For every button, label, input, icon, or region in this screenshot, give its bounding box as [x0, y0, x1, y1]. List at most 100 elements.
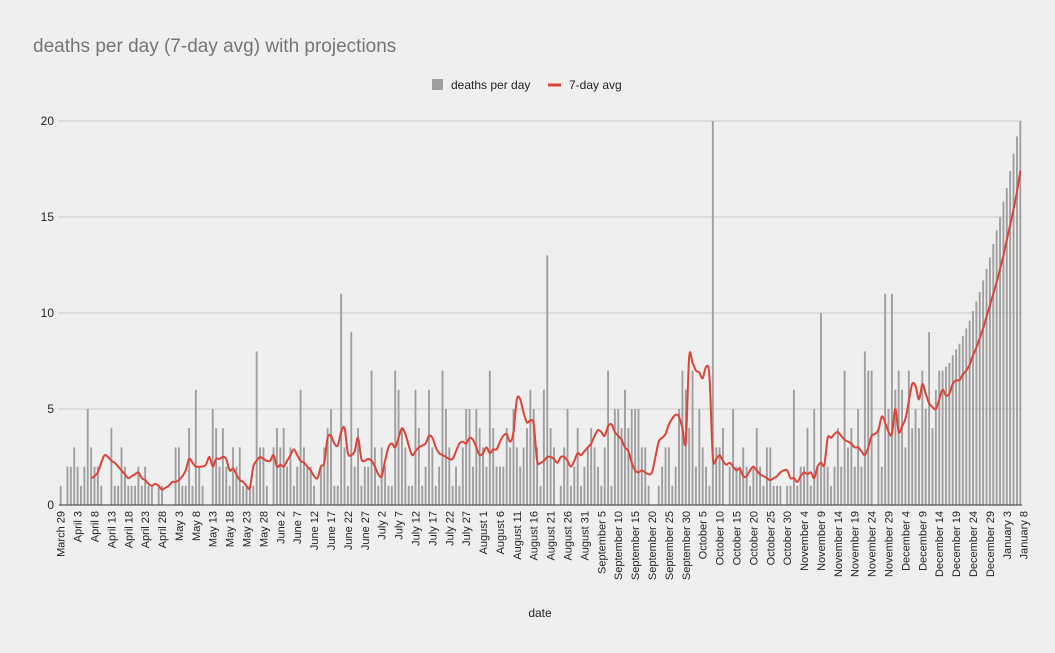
bar	[607, 370, 610, 505]
bar	[211, 409, 214, 505]
bar	[471, 466, 474, 505]
bar	[350, 332, 353, 505]
bar	[242, 485, 245, 505]
bar	[218, 466, 221, 505]
bar	[526, 428, 528, 505]
bar	[857, 409, 860, 505]
bar	[999, 217, 1001, 505]
bar	[678, 409, 680, 505]
x-tick-label: October 15	[731, 511, 743, 565]
x-tick-label: August 26	[563, 511, 575, 561]
bar	[401, 428, 403, 505]
x-tick-label: June 27	[360, 511, 372, 550]
x-tick-label: April 28	[157, 511, 169, 548]
bar	[860, 466, 863, 505]
bar	[826, 466, 829, 505]
bar	[93, 466, 96, 505]
bar	[225, 466, 228, 505]
bar	[549, 428, 552, 505]
bar	[921, 370, 924, 505]
x-axis-ticks: March 29 April 3 April 8 April 13 April 18 Ap…	[56, 511, 1031, 580]
bar	[958, 343, 961, 505]
bar	[262, 447, 265, 505]
x-tick-label: December 9	[917, 511, 929, 571]
bar	[796, 485, 799, 505]
bar	[728, 466, 731, 505]
bar	[836, 428, 839, 505]
y-tick-label: 20	[41, 114, 55, 128]
bar	[890, 293, 893, 505]
bar	[715, 447, 718, 505]
bar	[303, 447, 305, 505]
bar	[863, 351, 866, 505]
bar	[698, 409, 701, 505]
x-tick-label: December 14	[934, 511, 946, 577]
bar	[161, 485, 163, 505]
bar	[515, 447, 518, 505]
bar	[948, 362, 951, 505]
bar	[924, 409, 927, 505]
bar	[955, 349, 958, 505]
x-tick-label: August 31	[579, 511, 591, 561]
bar	[722, 428, 724, 505]
x-tick-label: November 9	[816, 511, 828, 571]
bar	[374, 447, 376, 505]
bar	[809, 485, 812, 505]
bar	[590, 428, 593, 505]
bar	[144, 466, 147, 505]
bar	[73, 447, 76, 505]
bar	[232, 447, 234, 505]
bar	[238, 447, 241, 505]
bar	[752, 466, 755, 505]
bar	[292, 485, 295, 505]
bar	[86, 409, 89, 505]
bar	[931, 428, 934, 505]
x-tick-label: November 4	[799, 511, 811, 571]
bar	[367, 466, 370, 505]
bar	[421, 485, 424, 505]
bar	[664, 447, 667, 505]
bar	[286, 466, 289, 505]
x-tick-label: October 30	[782, 511, 794, 565]
bar	[708, 485, 711, 505]
bar	[897, 370, 900, 505]
x-tick-label: August 16	[529, 511, 541, 561]
bar	[627, 428, 630, 505]
bar	[820, 313, 822, 505]
y-tick-label: 5	[47, 402, 54, 416]
bar	[235, 466, 238, 505]
bar	[330, 409, 332, 505]
bar	[363, 466, 366, 505]
bar	[688, 428, 691, 505]
x-tick-label: August 6	[495, 511, 507, 554]
bar	[390, 485, 393, 505]
bar	[502, 466, 505, 505]
bar	[343, 447, 346, 505]
bar	[434, 485, 437, 505]
bar	[492, 428, 495, 505]
bar	[495, 466, 498, 505]
x-tick-label: January 8	[1019, 511, 1031, 559]
x-tick-label: September 15	[630, 511, 642, 580]
legend-swatch-deaths-per-day	[432, 79, 443, 90]
bar	[174, 447, 177, 505]
bar	[806, 428, 809, 505]
bar	[563, 447, 566, 505]
x-tick-label: April 13	[106, 511, 118, 548]
bar	[630, 409, 633, 505]
bar	[914, 409, 917, 505]
bar	[123, 466, 126, 505]
bar	[370, 370, 373, 505]
bar	[377, 485, 380, 505]
bar	[738, 466, 741, 505]
x-tick-label: September 20	[647, 511, 659, 580]
bar	[647, 485, 650, 505]
bar	[982, 280, 985, 505]
bar	[978, 291, 981, 505]
bar	[333, 485, 336, 505]
bar	[705, 466, 707, 505]
bar	[522, 447, 525, 505]
x-tick-label: August 11	[512, 511, 524, 560]
x-tick-label: April 8	[89, 511, 101, 542]
